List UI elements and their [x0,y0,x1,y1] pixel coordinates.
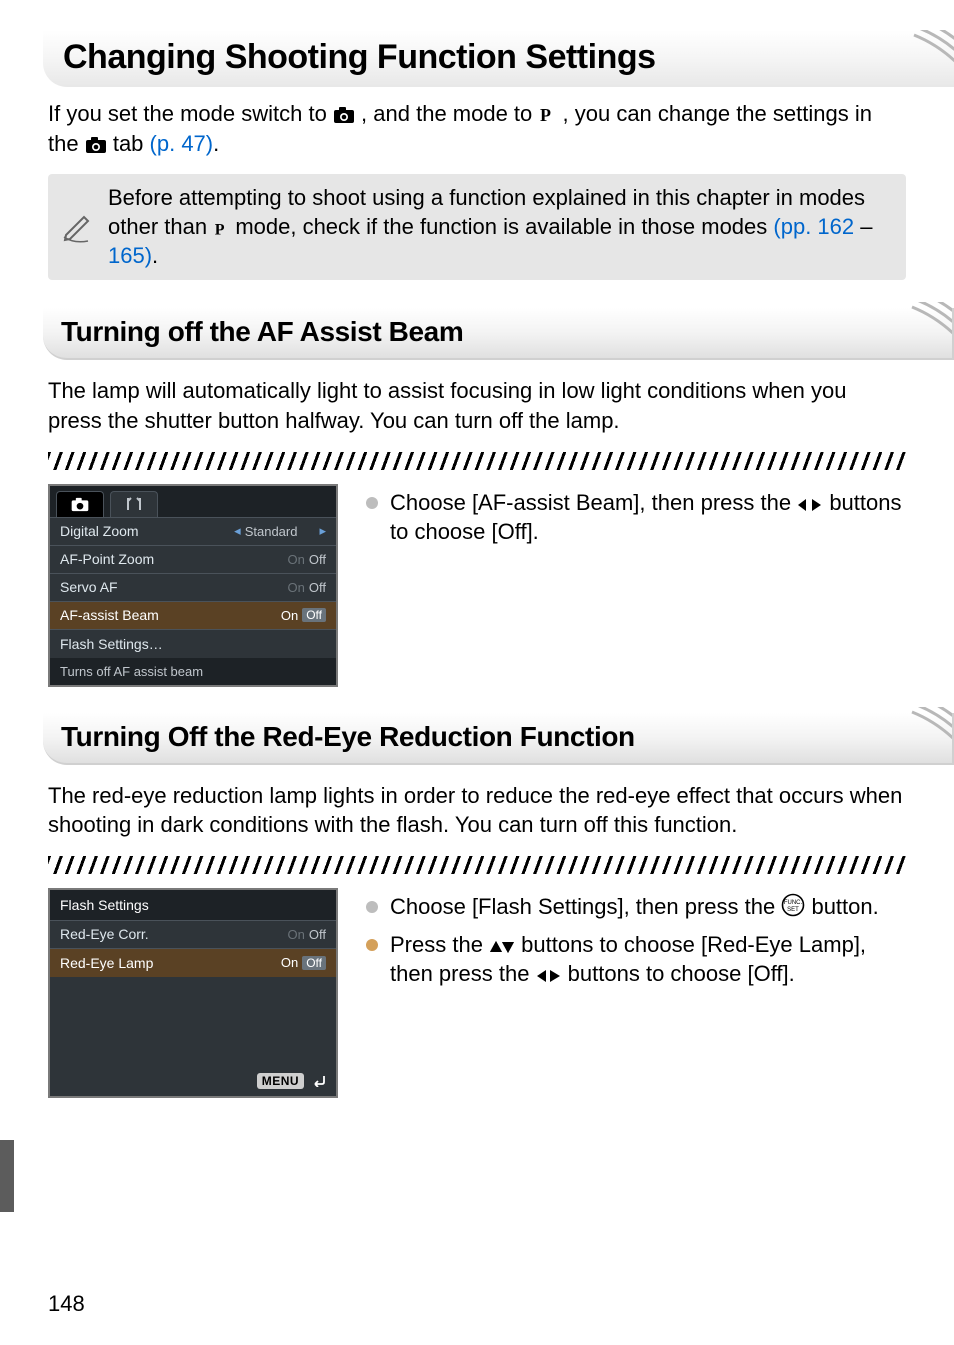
up-down-triangles-icon [489,939,515,955]
svg-text:P: P [215,221,225,237]
section1-desc: The lamp will automatically light to ass… [48,376,906,435]
ss2-r1-val: On Off [281,955,326,970]
svg-text:P: P [540,106,551,124]
intro-text-d: tab [113,131,150,156]
func-set-icon: FUNC.SET [781,893,805,917]
intro-text-a: If you set the mode switch to [48,101,333,126]
ss1-row-digital-zoom: Digital Zoom ◂ Standard ▸ [50,518,336,546]
ss1-r3-on: On [281,608,298,623]
section1-steps: Choose [AF-assist Beam], then press the … [366,484,906,687]
s2-step2-a: Press the [390,932,489,957]
ss2-r1-on: On [281,955,298,970]
section1-title: Turning off the AF Assist Beam [61,316,934,348]
ss2-menu-row: MENU [50,1064,336,1096]
camera-icon [333,106,355,124]
ss1-r1-val: OnOff [288,552,326,567]
ss1-row-servo: Servo AF OnOff [50,574,336,602]
note-text: Before attempting to shoot using a funct… [108,184,890,270]
svg-text:FUNC.: FUNC. [784,900,803,906]
pencil-note-icon [58,205,108,250]
section2-title: Turning Off the Red-Eye Reduction Functi… [61,721,934,753]
page-ref-link[interactable]: (p. 47) [150,131,214,156]
ss1-row-flash-settings: Flash Settings… [50,630,336,658]
main-heading-bar: Changing Shooting Function Settings [43,30,954,87]
menu-screenshot-1: Digital Zoom ◂ Standard ▸ AF-Point Zoom … [48,484,338,687]
s1-step1-a: Choose [AF-assist Beam], then press the [390,490,797,515]
note-text-b: mode, check if the function is available… [235,214,773,239]
section2-steps: Choose [Flash Settings], then press the … [366,888,906,1098]
menu-chip: MENU [257,1073,304,1089]
ss1-r3-off-box: Off [302,608,326,622]
intro-text-b: , and the mode to [361,101,538,126]
ss1-tabs [50,486,336,518]
ss1-tab-camera [56,491,104,517]
ss1-caption: Turns off AF assist beam [50,658,336,685]
intro-paragraph: If you set the mode switch to , and the … [48,99,906,158]
ss1-r3-label: AF-assist Beam [60,607,159,623]
side-index-tab [0,1140,14,1212]
note-box: Before attempting to shoot using a funct… [48,174,906,280]
p-mode-icon-note: P [213,221,229,237]
back-arrow-icon [310,1073,326,1087]
ss2-r0-off: Off [309,927,326,942]
ss1-r2-label: Servo AF [60,579,118,595]
ss2-r1-off-box: Off [302,956,326,970]
ss1-row-afpoint: AF-Point Zoom OnOff [50,546,336,574]
ss1-r0-val: ◂ Standard ▸ [234,523,326,539]
ss1-r1-label: AF-Point Zoom [60,551,154,567]
s2-step2: Press the buttons to choose [Red-Eye Lam… [366,930,906,989]
hatch-divider-2 [48,856,906,874]
ss1-r2-val: OnOff [288,580,326,595]
ss1-r3-val: On Off [281,608,326,623]
section1-heading-bar: Turning off the AF Assist Beam [43,308,954,360]
ss1-tab-tools [110,491,158,517]
pages-ref-link-a[interactable]: (pp. 162 [773,214,854,239]
ss2-r0-val: OnOff [288,927,326,942]
intro-period: . [213,131,219,156]
menu-screenshot-2: Flash Settings Red-Eye Corr. OnOff Red-E… [48,888,338,1098]
left-right-triangles-icon [797,497,823,513]
camera-icon-small [85,136,107,154]
ss2-header: Flash Settings [50,890,336,921]
s2-step1: Choose [Flash Settings], then press the … [366,892,906,922]
s1-step1: Choose [AF-assist Beam], then press the … [366,488,906,547]
hatch-divider-1 [48,452,906,470]
page-title: Changing Shooting Function Settings [63,38,940,77]
ss2-r1-label: Red-Eye Lamp [60,955,153,971]
ss1-row-af-assist: AF-assist Beam On Off [50,602,336,630]
ss1-r1-off: Off [309,552,326,567]
svg-text:SET: SET [787,907,799,913]
s2-step1-a: Choose [Flash Settings], then press the [390,894,781,919]
left-right-triangles-icon-2 [536,968,562,984]
s2-step2-c: buttons to choose [Off]. [568,961,795,986]
ss2-row-redeye-lamp: Red-Eye Lamp On Off [50,949,336,977]
note-period: . [152,243,158,268]
pages-ref-link-b[interactable]: 165) [108,243,152,268]
ss2-row-redeye-corr: Red-Eye Corr. OnOff [50,921,336,949]
s2-step1-b: button. [811,894,878,919]
ss1-r2-off: Off [309,580,326,595]
page-number: 148 [48,1291,85,1317]
ss2-r0-label: Red-Eye Corr. [60,926,149,942]
p-mode-icon: P [538,106,556,124]
ss1-r4-label: Flash Settings… [60,636,163,652]
section2-desc: The red-eye reduction lamp lights in ord… [48,781,906,840]
note-dash: – [854,214,872,239]
section2-heading-bar: Turning Off the Red-Eye Reduction Functi… [43,713,954,765]
ss1-r0-label: Digital Zoom [60,523,139,539]
ss1-r0-value-text: Standard [245,524,298,539]
